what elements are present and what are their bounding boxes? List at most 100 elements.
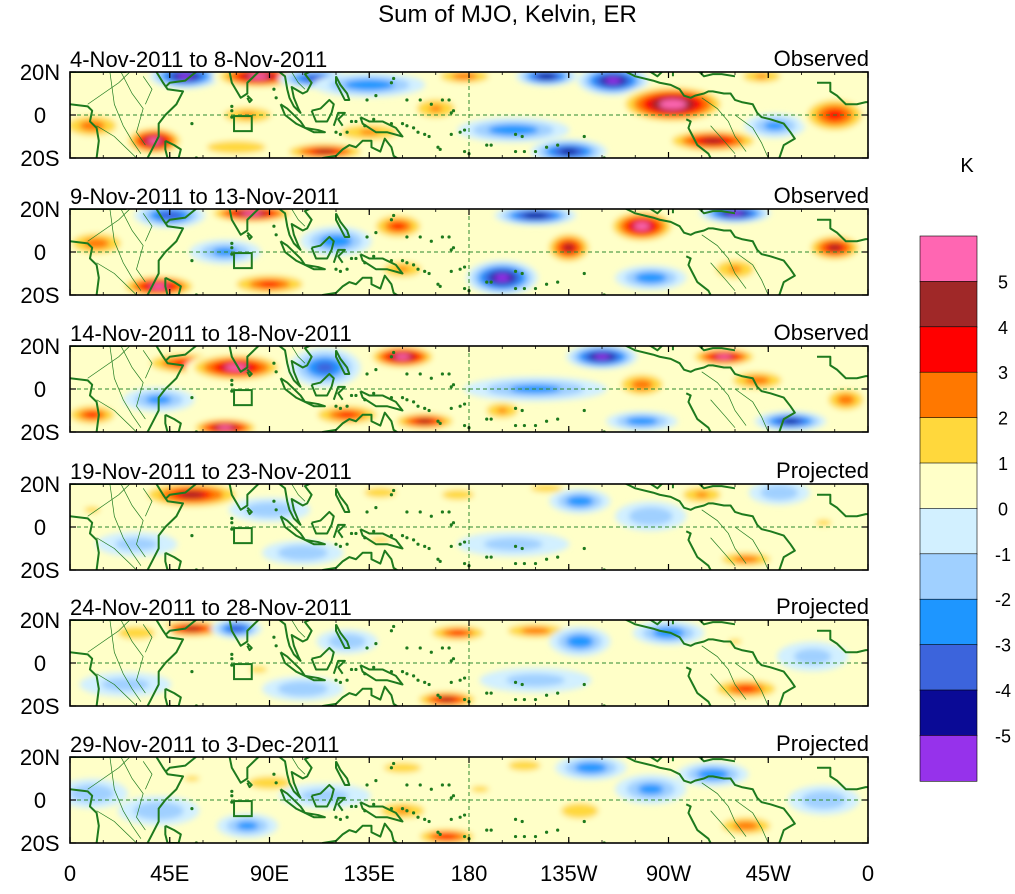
coastlines: [70, 346, 868, 432]
island: [405, 646, 409, 650]
coastline: [359, 116, 404, 138]
island: [389, 807, 394, 811]
island: [389, 259, 394, 263]
island: [436, 145, 440, 149]
island: [556, 828, 560, 832]
anomaly-core: [373, 490, 387, 495]
island: [447, 646, 451, 650]
coastline: [685, 530, 712, 570]
coastline: [246, 779, 253, 789]
anomaly-core: [217, 425, 233, 430]
y-tick-label: 20S: [20, 420, 59, 445]
island: [520, 819, 524, 824]
anomaly-core: [563, 243, 575, 252]
coastline: [164, 346, 198, 362]
island: [338, 269, 343, 273]
island: [230, 652, 234, 657]
island: [405, 124, 409, 128]
island: [405, 98, 409, 102]
colorbar-swatch: [919, 644, 978, 691]
island: [544, 557, 549, 561]
coastline: [164, 276, 182, 295]
island: [190, 534, 194, 538]
island: [418, 783, 422, 787]
anomaly-core: [804, 653, 821, 660]
x-tick-label: 135E: [344, 861, 395, 886]
island: [418, 98, 422, 102]
island: [427, 408, 431, 413]
coastline: [226, 209, 261, 236]
coastline: [304, 400, 326, 408]
island: [349, 393, 354, 398]
country-border: [701, 782, 747, 837]
island: [544, 282, 549, 286]
anomaly-core: [539, 74, 554, 79]
island: [447, 783, 451, 787]
island: [556, 280, 560, 284]
island: [230, 241, 234, 245]
anomaly-core: [241, 211, 262, 216]
coastline: [332, 659, 346, 675]
map-panel: 20N 0 20S 19-Nov-2011 to 23-Nov-2011 Project…: [20, 458, 869, 583]
panel-period-label: 29-Nov-2011 to 3-Dec-2011: [70, 732, 339, 757]
panel-period-label: 14-Nov-2011 to 18-Nov-2011: [70, 321, 352, 346]
colorbar-swatch: [919, 508, 978, 555]
country-border: [701, 97, 747, 152]
island: [582, 134, 586, 139]
island: [334, 267, 338, 271]
y-tick-label: 20S: [20, 146, 59, 171]
coastline: [164, 413, 182, 432]
island: [334, 130, 338, 134]
coastline: [359, 390, 404, 412]
island: [338, 680, 343, 684]
coastline: [685, 666, 712, 706]
anomaly-core: [643, 513, 659, 520]
island: [462, 676, 467, 680]
island: [440, 510, 444, 514]
country-border: [109, 620, 142, 702]
country-border: [87, 346, 131, 379]
island: [411, 126, 416, 130]
island: [372, 529, 376, 533]
island: [451, 657, 456, 661]
country-border: [734, 251, 769, 295]
island: [365, 646, 369, 650]
island: [392, 350, 396, 355]
island: [458, 130, 462, 134]
country-border: [291, 72, 306, 90]
island: [374, 231, 378, 235]
island: [436, 282, 440, 286]
island: [449, 796, 453, 800]
anomaly-field: [70, 346, 868, 432]
island: [451, 383, 456, 387]
region-box: [233, 527, 253, 545]
anomaly-core: [115, 681, 136, 688]
coastline: [817, 218, 868, 243]
island: [458, 542, 462, 546]
island: [462, 265, 467, 269]
country-border: [120, 209, 146, 283]
panel-status-label: Observed: [774, 183, 869, 208]
country-border: [96, 125, 137, 158]
island: [485, 828, 489, 832]
island: [513, 132, 518, 136]
country-border: [142, 350, 153, 379]
anomaly-core: [572, 807, 588, 814]
island: [389, 766, 394, 770]
island: [462, 423, 467, 428]
y-tick-label: 20N: [20, 197, 60, 222]
coastline: [164, 620, 198, 636]
island: [416, 130, 420, 134]
country-border: [291, 757, 306, 775]
anomaly-core: [450, 630, 466, 636]
coastlines: [70, 484, 868, 570]
island: [582, 819, 586, 824]
island: [272, 772, 276, 776]
island: [449, 523, 453, 527]
anomaly-core: [526, 213, 545, 218]
island: [338, 544, 343, 548]
coastline: [277, 620, 313, 662]
anomaly-core: [526, 628, 545, 633]
island: [274, 508, 278, 512]
island: [411, 263, 416, 267]
